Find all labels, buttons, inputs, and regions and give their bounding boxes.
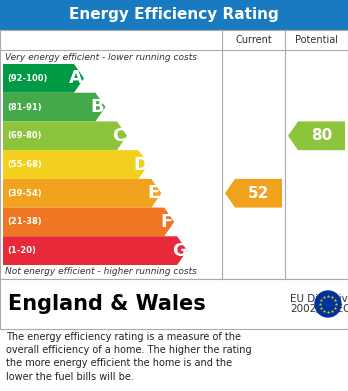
Polygon shape: [3, 179, 161, 208]
Polygon shape: [3, 208, 174, 236]
Text: Current: Current: [235, 35, 272, 45]
Polygon shape: [288, 122, 345, 150]
Text: D: D: [133, 156, 148, 174]
Bar: [0, 279, 348, 329]
Polygon shape: [3, 150, 149, 179]
Circle shape: [315, 291, 341, 317]
Text: E: E: [147, 184, 159, 202]
Text: A: A: [69, 69, 83, 87]
Text: G: G: [172, 242, 187, 260]
Text: Energy Efficiency Rating: Energy Efficiency Rating: [69, 7, 279, 23]
Text: Very energy efficient - lower running costs: Very energy efficient - lower running co…: [5, 52, 197, 61]
Text: (69-80): (69-80): [7, 131, 41, 140]
Text: England & Wales: England & Wales: [8, 294, 206, 314]
Polygon shape: [3, 122, 127, 150]
Polygon shape: [3, 93, 105, 122]
Text: B: B: [90, 98, 104, 116]
Text: (55-68): (55-68): [7, 160, 42, 169]
Polygon shape: [225, 179, 282, 208]
Text: F: F: [160, 213, 172, 231]
Text: 80: 80: [311, 128, 332, 143]
Text: C: C: [112, 127, 126, 145]
Text: (81-91): (81-91): [7, 102, 42, 111]
Text: (39-54): (39-54): [7, 189, 42, 198]
Text: 2002/91/EC: 2002/91/EC: [290, 304, 348, 314]
Text: The energy efficiency rating is a measure of the
overall efficiency of a home. T: The energy efficiency rating is a measur…: [6, 332, 252, 382]
Bar: [0, 30, 348, 279]
Text: EU Directive: EU Directive: [290, 294, 348, 304]
Text: Potential: Potential: [295, 35, 338, 45]
Polygon shape: [3, 64, 84, 93]
Polygon shape: [3, 236, 187, 265]
Text: (21-38): (21-38): [7, 217, 42, 226]
Bar: [0, 0, 348, 30]
Text: 52: 52: [248, 186, 269, 201]
Text: (92-100): (92-100): [7, 74, 47, 83]
Text: Not energy efficient - higher running costs: Not energy efficient - higher running co…: [5, 267, 197, 276]
Text: (1-20): (1-20): [7, 246, 36, 255]
